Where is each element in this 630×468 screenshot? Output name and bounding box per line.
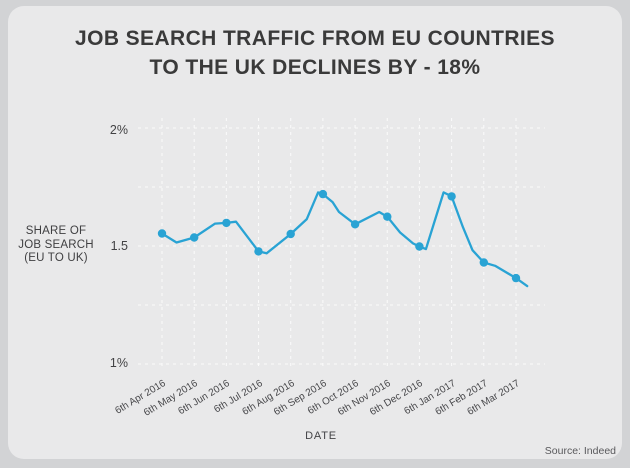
title-line-1: JOB SEARCH TRAFFIC FROM EU COUNTRIES	[75, 27, 555, 50]
title-line-2: TO THE UK DECLINES BY - 18%	[149, 56, 481, 79]
traffic-line	[160, 191, 529, 288]
data-point-marker	[511, 273, 521, 283]
data-point-marker	[254, 247, 263, 256]
x-axis-title: DATE	[305, 430, 337, 442]
data-point-marker	[222, 218, 231, 228]
data-point-marker	[447, 192, 456, 201]
data-point-marker	[415, 242, 424, 251]
y-tick-label: 1.5	[110, 239, 128, 253]
data-point-marker	[350, 220, 360, 229]
page-title: JOB SEARCH TRAFFIC FROM EU COUNTRIES TO …	[8, 24, 622, 82]
data-point-marker	[157, 229, 167, 238]
gridlines	[138, 118, 545, 368]
data-point-marker	[286, 229, 295, 239]
chart-card: JOB SEARCH TRAFFIC FROM EU COUNTRIES TO …	[8, 6, 622, 459]
y-tick-label: 1%	[109, 356, 128, 370]
chart-svg	[138, 118, 545, 368]
data-point-marker	[190, 233, 199, 242]
y-tick-label: 2%	[109, 123, 128, 137]
data-point-marker	[479, 258, 488, 267]
y-axis-title: SHARE OF JOB SEARCH (EU TO UK)	[18, 225, 94, 264]
data-point-marker	[318, 189, 328, 199]
data-point-marker	[383, 212, 392, 221]
data-point-markers	[157, 189, 521, 283]
source-label: Source: Indeed	[544, 445, 616, 457]
